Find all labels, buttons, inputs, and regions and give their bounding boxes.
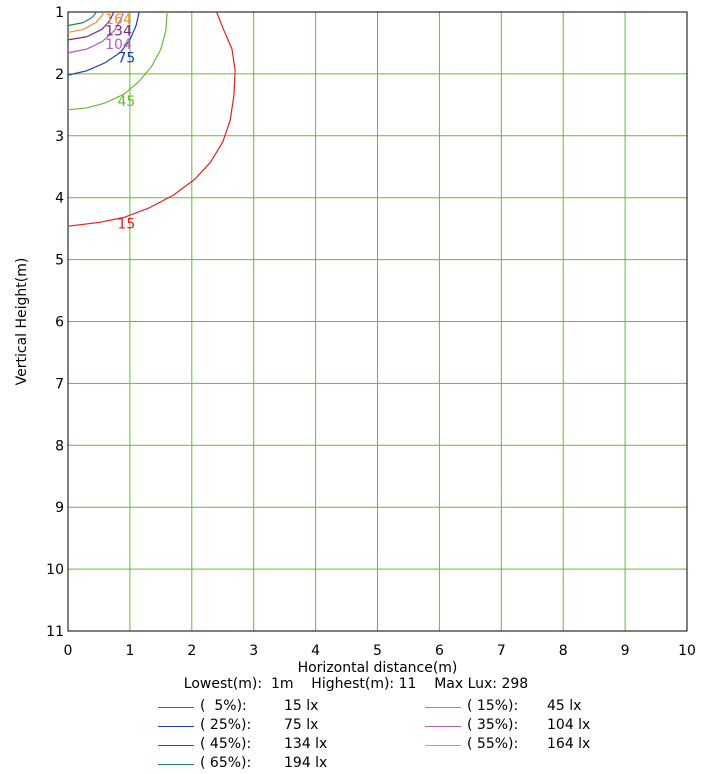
y-tick-label: 11 [46, 624, 64, 640]
legend-lux: 15 lx [284, 698, 319, 714]
contour-line-104 [67, 11, 125, 54]
x-tick-label: 4 [311, 643, 320, 659]
contour-label-134: 134 [105, 23, 132, 39]
x-axis-label: Horizontal distance(m) [298, 660, 458, 676]
legend-swatch [158, 745, 194, 746]
x-tick-label: 6 [435, 643, 444, 659]
y-tick-label: 3 [55, 129, 64, 145]
y-tick-label: 2 [55, 67, 64, 83]
y-tick-label: 7 [55, 376, 64, 392]
x-tick-label: 1 [125, 643, 134, 659]
y-tick-label: 5 [55, 253, 64, 269]
contour-line-134 [67, 11, 115, 41]
contour-line-164 [67, 11, 105, 34]
y-tick-label: 6 [55, 315, 64, 331]
contour-label-45: 45 [118, 94, 136, 110]
legend-lux: 134 lx [284, 736, 328, 752]
contour-label-15: 15 [118, 216, 136, 232]
x-tick-label: 2 [187, 643, 196, 659]
legend-swatch [158, 707, 194, 708]
grid [68, 12, 687, 631]
x-tick-label: 7 [497, 643, 506, 659]
legend-swatch [425, 726, 461, 727]
legend-swatch [425, 745, 461, 746]
legend-swatch [158, 726, 194, 727]
legend-lux: 164 lx [547, 736, 591, 752]
contour-line-15 [67, 11, 236, 227]
contour-line-75 [67, 11, 140, 76]
legend-percent: ( 5%): [200, 698, 247, 714]
contour-line-45 [67, 11, 168, 111]
legend-percent: ( 35%): [467, 717, 519, 733]
legend-percent: ( 55%): [467, 736, 519, 752]
contour-line-194 [67, 11, 97, 27]
y-tick-label: 4 [55, 191, 64, 207]
x-tick-label: 5 [373, 643, 382, 659]
y-tick-label: 8 [55, 438, 64, 454]
x-tick-label: 10 [678, 643, 696, 659]
x-tick-label: 0 [64, 643, 73, 659]
legend-percent: ( 25%): [200, 717, 252, 733]
legend-percent: ( 65%): [200, 755, 252, 771]
y-axis-label: Vertical Height(m) [14, 258, 30, 386]
x-tick-label: 3 [249, 643, 258, 659]
y-tick-label: 9 [55, 500, 64, 516]
legend-percent: ( 15%): [467, 698, 519, 714]
x-tick-label: 8 [559, 643, 568, 659]
legend-lux: 194 lx [284, 755, 328, 771]
x-tick-label: 9 [621, 643, 630, 659]
legend-lux: 104 lx [547, 717, 591, 733]
y-tick-label: 10 [46, 562, 64, 578]
summary-line: Lowest(m): 1m Highest(m): 11 Max Lux: 29… [183, 676, 529, 692]
plot-frame [67, 11, 688, 632]
contour-label-104: 104 [105, 37, 132, 53]
legend-percent: ( 45%): [200, 736, 252, 752]
contour-label-75: 75 [118, 51, 136, 67]
legend-swatch [158, 764, 194, 765]
legend-swatch [425, 707, 461, 708]
y-tick-label: 1 [55, 5, 64, 21]
legend-lux: 45 lx [547, 698, 582, 714]
legend-lux: 75 lx [284, 717, 319, 733]
contour-label-164: 164 [105, 12, 132, 28]
